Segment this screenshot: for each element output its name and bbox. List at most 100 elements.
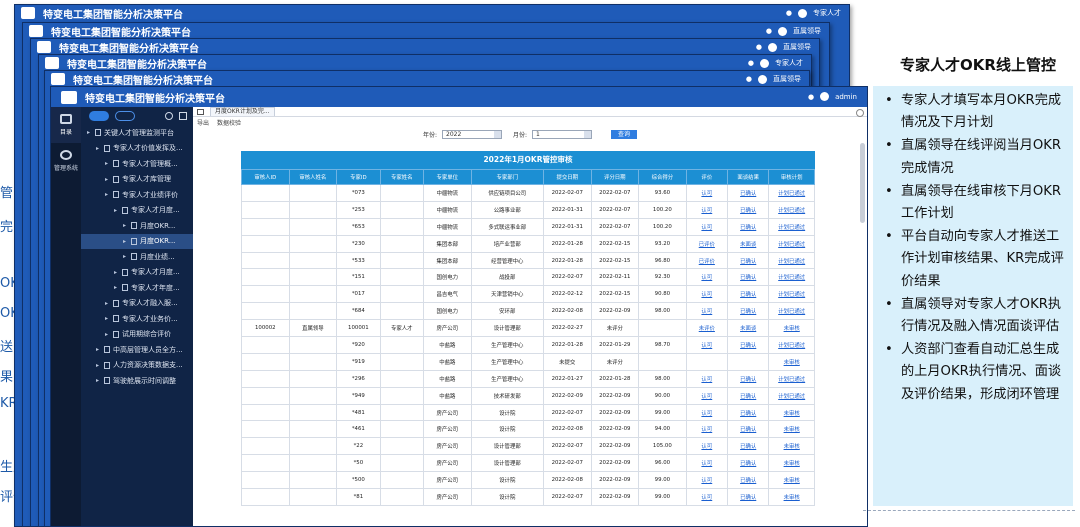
table-cell[interactable]: 未评价 bbox=[685, 319, 729, 338]
settings-icon[interactable] bbox=[179, 112, 187, 120]
table-cell[interactable]: 计划已通过 bbox=[768, 386, 815, 405]
avatar[interactable] bbox=[760, 58, 769, 68]
user-name[interactable]: 直属领导 bbox=[783, 43, 811, 51]
table-cell[interactable]: 认可 bbox=[685, 268, 729, 287]
validate-button[interactable]: 数据校验 bbox=[217, 119, 242, 127]
home-icon[interactable] bbox=[197, 108, 204, 115]
table-cell[interactable]: 已确认 bbox=[726, 200, 770, 219]
user-name[interactable]: 直属领导 bbox=[793, 27, 821, 35]
rail-item-admin[interactable]: 管理系统 bbox=[51, 143, 81, 179]
bell-icon[interactable]: ● bbox=[785, 9, 792, 17]
user-name[interactable]: 直属领导 bbox=[773, 75, 801, 83]
tree-item[interactable]: ▸ 专家人才业绩评价 bbox=[81, 187, 193, 203]
bell-icon[interactable]: ● bbox=[745, 75, 752, 83]
tree-item[interactable]: ▸ 驾驶舱展示时间调整 bbox=[81, 373, 193, 389]
table-cell[interactable]: 认可 bbox=[685, 200, 729, 219]
tree-item[interactable]: ▸ 专家人才年度... bbox=[81, 280, 193, 296]
table-cell[interactable]: 认可 bbox=[685, 488, 729, 506]
month-select[interactable]: 1 bbox=[532, 129, 593, 139]
table-cell[interactable]: 未审核 bbox=[768, 471, 815, 490]
user-name[interactable]: 专家人才 bbox=[813, 9, 841, 17]
table-cell[interactable]: 计划已通过 bbox=[768, 251, 815, 270]
table-cell[interactable]: 已确认 bbox=[726, 369, 770, 388]
table-cell[interactable]: 计划已通过 bbox=[768, 302, 815, 321]
tree-item[interactable]: ▸ 专家人才融入服... bbox=[81, 296, 193, 312]
table-cell[interactable]: 未审核 bbox=[768, 420, 815, 439]
table-cell[interactable]: 已确认 bbox=[726, 302, 770, 321]
tree-item[interactable]: ▸ 中高层管理人员全方... bbox=[81, 342, 193, 358]
user-name[interactable]: admin bbox=[835, 92, 857, 101]
table-cell[interactable]: 已确认 bbox=[726, 420, 770, 439]
table-cell[interactable]: 认可 bbox=[685, 386, 729, 405]
table-cell[interactable]: 已评价 bbox=[685, 251, 729, 270]
scrollbar[interactable] bbox=[860, 143, 865, 223]
table-cell[interactable]: 认可 bbox=[685, 369, 729, 388]
table-cell[interactable]: 已确认 bbox=[726, 454, 770, 473]
table-cell[interactable]: 计划已通过 bbox=[768, 217, 815, 236]
table-cell[interactable]: 认可 bbox=[685, 454, 729, 473]
table-cell[interactable]: 认可 bbox=[685, 403, 729, 422]
tab-okr[interactable]: 月度OKR计划及完... bbox=[210, 107, 275, 116]
table-cell[interactable]: 已确认 bbox=[726, 251, 770, 270]
bell-icon[interactable]: ● bbox=[747, 59, 754, 67]
table-cell[interactable]: 认可 bbox=[685, 437, 729, 456]
table-cell[interactable]: 已确认 bbox=[726, 488, 770, 506]
tree-item[interactable]: ▸ 专家人才月度... bbox=[81, 203, 193, 219]
tree-item[interactable]: ▸ 专家人才业务价... bbox=[81, 311, 193, 327]
tree-item[interactable]: ▸ 关键人才管理监测平台 bbox=[81, 125, 193, 141]
table-cell[interactable]: 认可 bbox=[685, 184, 729, 202]
year-select[interactable]: 2022 bbox=[442, 129, 502, 139]
table-cell[interactable]: 认可 bbox=[685, 217, 729, 236]
table-cell[interactable]: 计划已通过 bbox=[768, 184, 815, 202]
tree-item[interactable]: ▸ 月度OKR... bbox=[81, 233, 193, 249]
table-cell[interactable]: 计划已通过 bbox=[768, 234, 815, 253]
avatar[interactable] bbox=[820, 92, 830, 101]
avatar[interactable] bbox=[758, 74, 767, 84]
tree-item[interactable]: ▸ 专家人才库管理 bbox=[81, 172, 193, 188]
bell-icon[interactable]: ● bbox=[807, 92, 815, 101]
favorite-button[interactable] bbox=[115, 111, 135, 121]
table-cell[interactable]: 未审核 bbox=[768, 488, 815, 506]
tree-item[interactable]: ▸ 月度业绩... bbox=[81, 249, 193, 265]
search-icon[interactable] bbox=[165, 112, 173, 120]
bell-icon[interactable]: ● bbox=[755, 43, 762, 51]
table-cell[interactable]: 已确认 bbox=[726, 285, 770, 304]
avatar[interactable] bbox=[798, 8, 807, 18]
table-cell[interactable]: 未审核 bbox=[768, 454, 815, 473]
tree-item[interactable]: ▸ 专家人才管理概... bbox=[81, 156, 193, 172]
avatar[interactable] bbox=[768, 42, 777, 52]
table-cell[interactable]: 已确认 bbox=[726, 386, 770, 405]
avatar[interactable] bbox=[778, 26, 787, 36]
table-cell[interactable]: 认可 bbox=[685, 336, 729, 354]
table-cell[interactable]: 已评价 bbox=[685, 234, 729, 253]
tree-item[interactable]: ▸ 专家人才价值发挥及... bbox=[81, 141, 193, 157]
table-cell[interactable]: 已确认 bbox=[726, 268, 770, 287]
rail-item-catalog[interactable]: 目录 bbox=[51, 107, 81, 143]
user-name[interactable]: 专家人才 bbox=[775, 59, 803, 67]
table-cell[interactable]: 未审核 bbox=[768, 352, 815, 371]
table-cell[interactable]: 认可 bbox=[685, 302, 729, 321]
table-cell[interactable]: 计划已通过 bbox=[768, 285, 815, 304]
tab-menu-icon[interactable] bbox=[856, 109, 864, 117]
table-cell[interactable]: 已确认 bbox=[726, 217, 770, 236]
table-cell[interactable]: 计划已通过 bbox=[768, 268, 815, 287]
table-cell[interactable]: 已确认 bbox=[726, 471, 770, 490]
query-button[interactable]: 查询 bbox=[611, 129, 638, 139]
table-cell[interactable]: 已确认 bbox=[726, 336, 770, 354]
tree-item[interactable]: ▸ 人力资源决策数据支... bbox=[81, 358, 193, 374]
table-cell[interactable]: 未审核 bbox=[768, 319, 815, 338]
table-cell[interactable]: 已确认 bbox=[726, 184, 770, 202]
tree-item[interactable]: ▸ 试用期综合评价 bbox=[81, 327, 193, 343]
table-cell[interactable]: 已确认 bbox=[726, 403, 770, 422]
table-cell[interactable]: 认可 bbox=[685, 420, 729, 439]
table-cell[interactable]: 已确认 bbox=[726, 437, 770, 456]
table-cell[interactable]: 未审核 bbox=[768, 437, 815, 456]
table-cell[interactable]: 认可 bbox=[685, 471, 729, 490]
list-view-button[interactable] bbox=[89, 111, 109, 121]
tree-item[interactable]: ▸ 月度OKR... bbox=[81, 218, 193, 234]
table-cell[interactable]: 计划已通过 bbox=[768, 200, 815, 219]
table-cell[interactable]: 未面谈 bbox=[726, 319, 770, 338]
table-cell[interactable]: 认可 bbox=[685, 285, 729, 304]
table-cell[interactable]: 计划已通过 bbox=[768, 336, 815, 354]
table-cell[interactable]: 未审核 bbox=[768, 403, 815, 422]
